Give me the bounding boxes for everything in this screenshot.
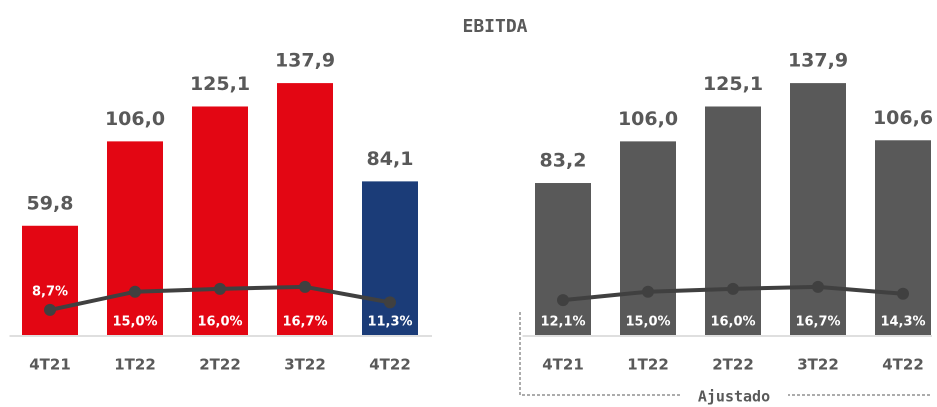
bar [107,141,163,335]
margin-point [384,296,396,309]
margin-point [727,282,739,295]
bar [22,225,78,335]
margin-label: 16,0% [710,315,755,330]
bar [705,106,761,335]
value-label: 59,8 [27,192,74,214]
value-label: 106,0 [105,108,165,130]
value-label: 137,9 [275,50,335,72]
margin-label: 12,1% [540,315,585,330]
value-label: 106,0 [618,108,678,130]
label-bg [680,386,788,406]
x-tick-label: 3T22 [284,356,326,374]
x-tick-label: 1T22 [114,356,156,374]
value-label: 125,1 [190,73,250,95]
margin-point [299,280,311,293]
x-tick-label: 2T22 [712,356,754,374]
margin-label: 15,0% [112,315,157,330]
bar [535,183,591,335]
x-tick-label: 1T22 [627,356,669,374]
margin-label: 16,7% [795,315,840,330]
bar [277,83,333,336]
bar [362,181,418,335]
bracket [519,312,930,396]
x-tick-label: 2T22 [199,356,241,374]
chart-title: EBITDA [462,16,527,37]
x-tick-label: 4T21 [29,356,71,374]
bar [620,141,676,335]
margin-label: 16,0% [197,315,242,330]
margin-label: 16,7% [282,315,327,330]
margin-label: 14,3% [880,315,925,330]
bar [875,140,931,335]
x-tick-label: 4T21 [542,356,584,374]
margin-point [812,280,824,293]
annotation: Ajustado [698,388,770,406]
value-label: 106,6 [873,107,933,129]
value-label: 125,1 [703,73,763,95]
bar [790,83,846,336]
bar [192,106,248,335]
margin-label: 8,7% [32,284,68,299]
margin-label: 15,0% [625,315,670,330]
value-label: 84,1 [367,148,414,170]
x-tick-label: 3T22 [797,356,839,374]
margin-point [129,285,141,298]
margin-point [214,282,226,295]
x-tick-label: 4T22 [369,356,411,374]
margin-label: 11,3% [367,315,412,330]
x-tick-label: 4T22 [882,356,924,374]
margin-point [642,285,654,298]
margin-point [557,294,569,307]
value-label: 83,2 [540,150,587,172]
value-label: 137,9 [788,50,848,72]
margin-point [44,303,56,316]
margin-point [897,287,909,300]
